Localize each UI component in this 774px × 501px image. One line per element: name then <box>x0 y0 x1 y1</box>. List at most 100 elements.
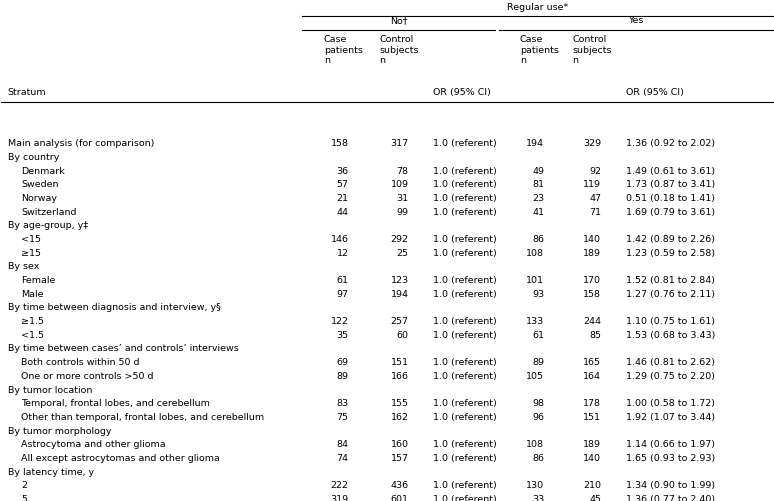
Text: 155: 155 <box>391 399 409 408</box>
Text: 317: 317 <box>390 139 409 148</box>
Text: 81: 81 <box>533 180 544 189</box>
Text: 23: 23 <box>533 194 544 203</box>
Text: 1.27 (0.76 to 2.11): 1.27 (0.76 to 2.11) <box>626 290 715 299</box>
Text: 33: 33 <box>532 495 544 501</box>
Text: Male: Male <box>22 290 44 299</box>
Text: 84: 84 <box>337 440 348 449</box>
Text: 96: 96 <box>533 413 544 422</box>
Text: Case
patients
n: Case patients n <box>324 35 363 65</box>
Text: 57: 57 <box>337 180 348 189</box>
Text: 1.42 (0.89 to 2.26): 1.42 (0.89 to 2.26) <box>626 235 715 244</box>
Text: 1.0 (referent): 1.0 (referent) <box>433 413 497 422</box>
Text: Norway: Norway <box>22 194 57 203</box>
Text: Case
patients
n: Case patients n <box>519 35 559 65</box>
Text: 1.65 (0.93 to 2.93): 1.65 (0.93 to 2.93) <box>626 454 715 463</box>
Text: 157: 157 <box>391 454 409 463</box>
Text: By country: By country <box>8 153 59 162</box>
Text: 1.0 (referent): 1.0 (referent) <box>433 139 497 148</box>
Text: 158: 158 <box>584 290 601 299</box>
Text: 1.36 (0.77 to 2.40): 1.36 (0.77 to 2.40) <box>626 495 715 501</box>
Text: Denmark: Denmark <box>22 166 65 175</box>
Text: 122: 122 <box>330 317 348 326</box>
Text: 1.36 (0.92 to 2.02): 1.36 (0.92 to 2.02) <box>626 139 715 148</box>
Text: 244: 244 <box>584 317 601 326</box>
Text: 194: 194 <box>391 290 409 299</box>
Text: 1.92 (1.07 to 3.44): 1.92 (1.07 to 3.44) <box>626 413 715 422</box>
Text: Other than temporal, frontal lobes, and cerebellum: Other than temporal, frontal lobes, and … <box>22 413 265 422</box>
Text: 109: 109 <box>391 180 409 189</box>
Text: 292: 292 <box>391 235 409 244</box>
Text: 1.00 (0.58 to 1.72): 1.00 (0.58 to 1.72) <box>626 399 715 408</box>
Text: 189: 189 <box>584 440 601 449</box>
Text: Control
subjects
n: Control subjects n <box>379 35 419 65</box>
Text: By time between cases’ and controls’ interviews: By time between cases’ and controls’ int… <box>8 345 238 354</box>
Text: 1.52 (0.81 to 2.84): 1.52 (0.81 to 2.84) <box>626 276 715 285</box>
Text: 1.73 (0.87 to 3.41): 1.73 (0.87 to 3.41) <box>626 180 715 189</box>
Text: 108: 108 <box>526 440 544 449</box>
Text: 1.0 (referent): 1.0 (referent) <box>433 495 497 501</box>
Text: 329: 329 <box>584 139 601 148</box>
Text: 160: 160 <box>391 440 409 449</box>
Text: 436: 436 <box>390 481 409 490</box>
Text: 151: 151 <box>391 358 409 367</box>
Text: 1.0 (referent): 1.0 (referent) <box>433 399 497 408</box>
Text: 47: 47 <box>589 194 601 203</box>
Text: By time between diagnosis and interview, y§: By time between diagnosis and interview,… <box>8 304 221 313</box>
Text: 1.49 (0.61 to 3.61): 1.49 (0.61 to 3.61) <box>626 166 715 175</box>
Text: 1.0 (referent): 1.0 (referent) <box>433 248 497 258</box>
Text: 170: 170 <box>584 276 601 285</box>
Text: 158: 158 <box>330 139 348 148</box>
Text: 1.0 (referent): 1.0 (referent) <box>433 440 497 449</box>
Text: 1.0 (referent): 1.0 (referent) <box>433 235 497 244</box>
Text: 166: 166 <box>391 372 409 381</box>
Text: Both controls within 50 d: Both controls within 50 d <box>22 358 140 367</box>
Text: Regular use*: Regular use* <box>507 3 568 12</box>
Text: 123: 123 <box>390 276 409 285</box>
Text: 140: 140 <box>584 235 601 244</box>
Text: 222: 222 <box>330 481 348 490</box>
Text: 69: 69 <box>337 358 348 367</box>
Text: 1.0 (referent): 1.0 (referent) <box>433 194 497 203</box>
Text: 92: 92 <box>589 166 601 175</box>
Text: 36: 36 <box>337 166 348 175</box>
Text: 93: 93 <box>533 290 544 299</box>
Text: 99: 99 <box>396 207 409 216</box>
Text: 151: 151 <box>584 413 601 422</box>
Text: 146: 146 <box>330 235 348 244</box>
Text: 1.69 (0.79 to 3.61): 1.69 (0.79 to 3.61) <box>626 207 715 216</box>
Text: Sweden: Sweden <box>22 180 59 189</box>
Text: 105: 105 <box>526 372 544 381</box>
Text: 101: 101 <box>526 276 544 285</box>
Text: 1.0 (referent): 1.0 (referent) <box>433 290 497 299</box>
Text: 119: 119 <box>584 180 601 189</box>
Text: 210: 210 <box>584 481 601 490</box>
Text: ≥15: ≥15 <box>22 248 42 258</box>
Text: 49: 49 <box>533 166 544 175</box>
Text: 165: 165 <box>584 358 601 367</box>
Text: 44: 44 <box>337 207 348 216</box>
Text: 130: 130 <box>526 481 544 490</box>
Text: One or more controls >50 d: One or more controls >50 d <box>22 372 154 381</box>
Text: 178: 178 <box>584 399 601 408</box>
Text: 1.29 (0.75 to 2.20): 1.29 (0.75 to 2.20) <box>626 372 715 381</box>
Text: Switzerland: Switzerland <box>22 207 77 216</box>
Text: 1.0 (referent): 1.0 (referent) <box>433 180 497 189</box>
Text: 140: 140 <box>584 454 601 463</box>
Text: 89: 89 <box>533 358 544 367</box>
Text: 12: 12 <box>337 248 348 258</box>
Text: Astrocytoma and other glioma: Astrocytoma and other glioma <box>22 440 166 449</box>
Text: 1.46 (0.81 to 2.62): 1.46 (0.81 to 2.62) <box>626 358 715 367</box>
Text: 25: 25 <box>396 248 409 258</box>
Text: Main analysis (for comparison): Main analysis (for comparison) <box>8 139 154 148</box>
Text: ≥1.5: ≥1.5 <box>22 317 44 326</box>
Text: 41: 41 <box>533 207 544 216</box>
Text: 1.0 (referent): 1.0 (referent) <box>433 454 497 463</box>
Text: 133: 133 <box>526 317 544 326</box>
Text: 85: 85 <box>589 331 601 340</box>
Text: 0.51 (0.18 to 1.41): 0.51 (0.18 to 1.41) <box>626 194 715 203</box>
Text: 601: 601 <box>391 495 409 501</box>
Text: 257: 257 <box>391 317 409 326</box>
Text: 1.23 (0.59 to 2.58): 1.23 (0.59 to 2.58) <box>626 248 715 258</box>
Text: Stratum: Stratum <box>8 88 46 97</box>
Text: 1.0 (referent): 1.0 (referent) <box>433 317 497 326</box>
